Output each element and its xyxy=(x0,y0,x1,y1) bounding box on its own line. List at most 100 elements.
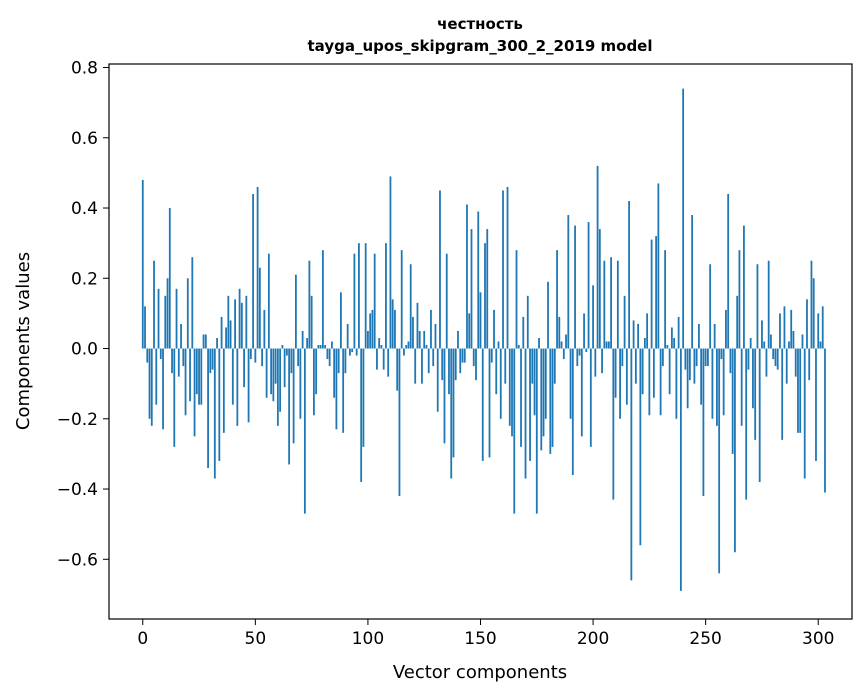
bar xyxy=(236,348,239,426)
bar xyxy=(792,330,795,349)
bar xyxy=(175,288,178,349)
bar xyxy=(731,348,734,454)
bar xyxy=(243,348,245,388)
bar xyxy=(177,348,180,377)
y-axis-label: Components values xyxy=(13,252,34,430)
bar xyxy=(349,348,351,356)
bar xyxy=(583,313,585,349)
bar xyxy=(716,348,718,426)
bar xyxy=(652,348,655,398)
y-tick-label: −0.2 xyxy=(57,410,98,430)
bar xyxy=(767,260,770,349)
bar xyxy=(596,165,599,349)
bar xyxy=(218,348,221,461)
bar xyxy=(344,348,347,374)
bar xyxy=(499,348,502,419)
bar xyxy=(475,348,477,381)
bar xyxy=(601,348,603,374)
bar xyxy=(517,345,520,349)
bar xyxy=(747,348,750,370)
bar xyxy=(718,348,721,574)
bar xyxy=(249,348,252,360)
bar xyxy=(693,348,696,384)
bar xyxy=(506,186,509,349)
bar xyxy=(441,348,444,381)
bar xyxy=(531,348,534,384)
bar xyxy=(643,337,646,349)
bar xyxy=(358,243,360,349)
bar xyxy=(567,215,570,349)
bar xyxy=(252,193,254,349)
bar xyxy=(655,236,658,349)
bar xyxy=(479,292,482,349)
bar xyxy=(508,348,511,426)
bar xyxy=(756,264,759,349)
bar xyxy=(403,348,405,356)
bar xyxy=(749,337,752,349)
bar xyxy=(679,348,682,591)
bar xyxy=(220,316,223,349)
bar xyxy=(299,348,302,419)
bar xyxy=(657,183,660,349)
bar xyxy=(776,348,779,370)
bar xyxy=(373,253,376,349)
bar xyxy=(574,225,576,349)
bar xyxy=(702,348,705,497)
bar xyxy=(522,316,525,349)
bar xyxy=(477,211,480,349)
bar xyxy=(254,348,257,363)
bar xyxy=(202,334,205,349)
bar xyxy=(788,341,790,349)
x-tick-label: 250 xyxy=(689,629,721,649)
bar xyxy=(425,345,428,349)
bar xyxy=(743,225,745,349)
bar xyxy=(639,348,642,546)
x-tick-label: 300 xyxy=(802,629,834,649)
bar xyxy=(725,309,727,349)
bar xyxy=(261,348,263,367)
bar xyxy=(432,348,435,367)
bar xyxy=(281,345,284,349)
bar xyxy=(421,348,423,384)
x-tick-label: 50 xyxy=(245,629,267,649)
bar xyxy=(317,345,320,349)
bar xyxy=(265,348,268,398)
bar xyxy=(310,295,313,349)
bar xyxy=(713,323,716,349)
bar xyxy=(529,348,531,461)
bar xyxy=(547,281,549,349)
bar xyxy=(182,348,185,367)
bar xyxy=(272,348,275,402)
bar xyxy=(612,348,615,500)
bar xyxy=(400,250,403,349)
bar xyxy=(695,348,698,367)
bar xyxy=(283,348,286,388)
bar xyxy=(423,330,426,349)
bar xyxy=(306,337,309,349)
bar xyxy=(369,313,372,349)
bar xyxy=(808,348,811,381)
bar xyxy=(704,348,707,367)
bar xyxy=(817,313,820,349)
bar xyxy=(234,299,236,349)
bar xyxy=(763,341,766,349)
bar xyxy=(240,302,243,349)
bar xyxy=(650,239,653,349)
bar xyxy=(594,348,597,377)
bar xyxy=(468,313,471,349)
bar xyxy=(337,348,340,374)
bar xyxy=(385,243,387,349)
bar xyxy=(515,250,518,349)
bar xyxy=(448,348,450,395)
bar xyxy=(216,337,218,349)
y-tick-label: 0.0 xyxy=(71,340,98,360)
bar xyxy=(803,348,806,479)
bar xyxy=(619,348,621,419)
bar xyxy=(238,288,241,349)
bar xyxy=(659,348,662,416)
bar xyxy=(614,348,617,398)
bar xyxy=(319,345,322,349)
bar xyxy=(270,348,273,395)
bar xyxy=(729,348,732,374)
bar xyxy=(457,330,459,349)
